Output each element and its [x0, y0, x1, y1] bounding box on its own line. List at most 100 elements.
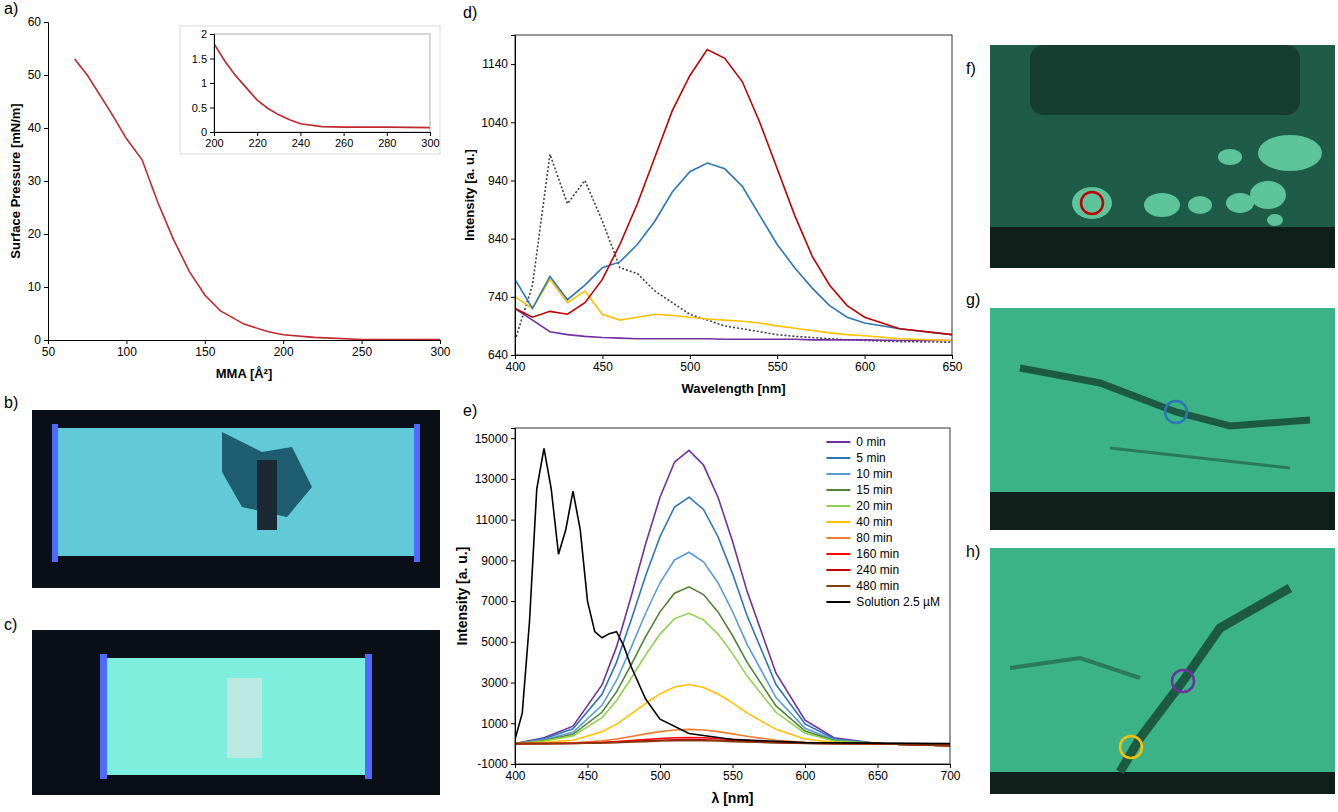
tick-mark: [430, 132, 431, 136]
tick-label: 400: [505, 769, 525, 783]
tick-label: 600: [855, 360, 875, 374]
data-line: [515, 552, 950, 745]
data-line: [515, 613, 950, 745]
tick: 1140: [482, 57, 515, 71]
yticks-axis: 64074084094010401140: [481, 36, 515, 363]
tick: 0: [34, 333, 48, 347]
tick-mark: [511, 297, 515, 298]
panel-label: e): [463, 402, 477, 419]
tick: 650: [868, 764, 888, 783]
tick-label: -1000: [477, 757, 508, 771]
tick-mark: [952, 355, 953, 359]
tick-mark: [126, 340, 127, 344]
tick-mark: [511, 64, 515, 65]
domain: [1250, 181, 1286, 209]
data-line: [515, 587, 950, 746]
chart: 400450500550600650700-100010003000500070…: [454, 402, 961, 806]
data-line: [515, 738, 950, 746]
tick: 200: [274, 340, 294, 359]
tick: 0: [201, 126, 214, 138]
tick-label: 1000: [481, 717, 508, 731]
tick-label: 1140: [482, 57, 508, 71]
legend-swatch: [826, 521, 850, 523]
tick-label: 300: [421, 137, 439, 149]
tick: 15000: [475, 432, 515, 446]
tick-label: 300: [430, 345, 450, 359]
tick-label: 20: [28, 227, 42, 241]
tick-mark: [511, 479, 515, 480]
legend-item: 240 min: [826, 563, 899, 577]
tick: 13000: [475, 472, 515, 486]
plot-frame: [214, 34, 430, 132]
tick-label: 13000: [475, 472, 509, 486]
tick-mark: [387, 132, 388, 136]
legend-label: 20 min: [856, 499, 892, 513]
tick-label: 640: [488, 348, 508, 362]
tick: 940: [488, 174, 515, 188]
legend-item: 480 min: [826, 579, 899, 593]
tick-label: 700: [940, 769, 960, 783]
image-panel: [990, 45, 1335, 268]
panel-label: g): [966, 291, 980, 308]
legend-swatch: [826, 585, 850, 587]
tick-label: 0: [201, 126, 207, 138]
axis-line: [49, 341, 441, 345]
tick-mark: [511, 560, 515, 561]
tick-label: 40: [28, 121, 42, 135]
tick-label: 200: [274, 345, 294, 359]
tick: 7000: [481, 594, 515, 608]
bottom-band: [990, 227, 1335, 268]
tick-mark: [777, 355, 778, 359]
tick-label: 3000: [481, 676, 508, 690]
tick-label: 50: [42, 345, 56, 359]
data-line: [214, 44, 430, 128]
barrier: [257, 460, 277, 530]
tick-mark: [440, 340, 441, 344]
marked-spot: [1165, 401, 1187, 423]
image-panel: [32, 630, 440, 795]
tick-mark: [602, 355, 603, 359]
tick: 1040: [481, 116, 515, 130]
tick-mark: [511, 438, 515, 439]
tick-label: 15000: [475, 432, 509, 446]
axis-line: [44, 23, 49, 341]
crack: [1010, 658, 1140, 678]
legend-label: 10 min: [856, 467, 892, 481]
rail-left: [52, 424, 58, 562]
axis-line: [210, 35, 215, 133]
legend: 0 min5 min10 min15 min20 min40 min80 min…: [826, 435, 940, 609]
tick-label: 2: [201, 28, 207, 40]
tick: 11000: [476, 513, 515, 527]
tick-mark: [300, 132, 301, 136]
trough: [58, 428, 414, 556]
rail-left: [100, 654, 107, 779]
plot-area: [214, 44, 430, 128]
tick-label: 220: [249, 137, 267, 149]
tick: 220: [249, 132, 267, 149]
tick-mark: [44, 75, 48, 76]
tick-mark: [257, 132, 258, 136]
tick-label: 5000: [481, 635, 508, 649]
legend-item: 5 min: [826, 451, 885, 465]
tick-label: 600: [795, 769, 815, 783]
legend-swatch: [826, 569, 850, 571]
tick: 650: [942, 355, 962, 374]
panel-label: f): [966, 60, 976, 77]
tick: 450: [578, 764, 598, 783]
legend-label: 15 min: [856, 483, 892, 497]
tick: 500: [650, 764, 670, 783]
tick: 1.5: [192, 53, 214, 65]
chart: 40045050055060065064074084094010401140Wa…: [462, 4, 963, 396]
yticks-axis: 00.511.52: [192, 28, 215, 138]
tick-mark: [44, 287, 48, 288]
legend-label: 40 min: [856, 515, 892, 529]
panel-label: h): [966, 543, 980, 560]
plot-area: [515, 50, 952, 343]
tick: 300: [430, 340, 450, 359]
tick: 260: [335, 132, 353, 149]
data-line: [515, 685, 950, 746]
tick-mark: [210, 59, 214, 60]
tick-label: 0.5: [192, 102, 207, 114]
tick: 450: [593, 355, 613, 374]
tick: 5000: [481, 635, 515, 649]
